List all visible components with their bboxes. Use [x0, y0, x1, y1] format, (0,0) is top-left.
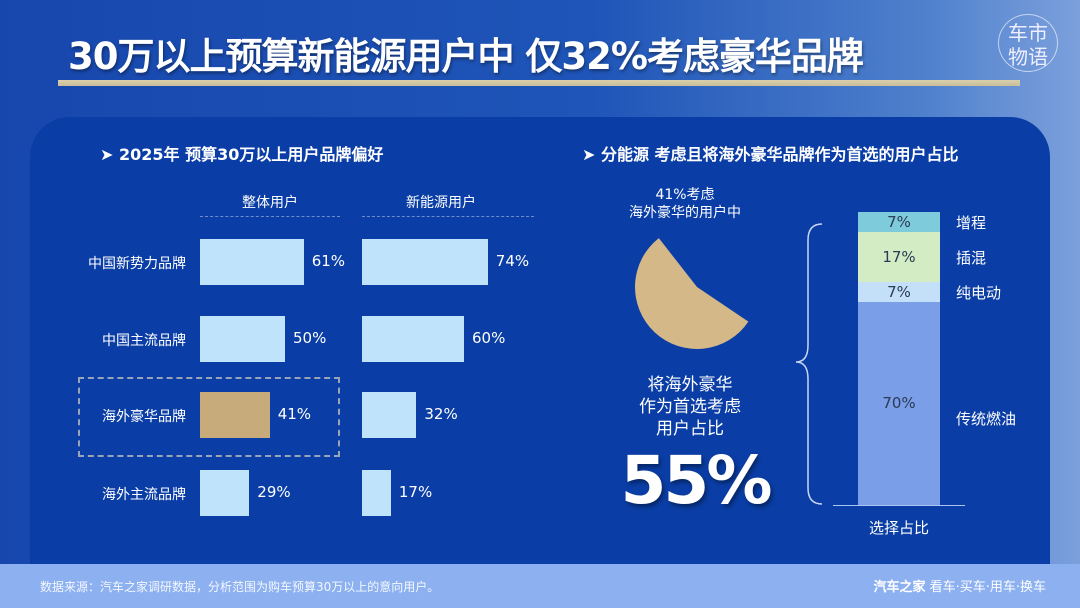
right-chart-title: ➤ 分能源 考虑且将海外豪华品牌作为首选的用户占比 [582, 145, 959, 164]
header-dashline [200, 216, 340, 217]
bar-value-label: 29% [257, 483, 291, 501]
pie-chart [635, 238, 749, 349]
category-label: 中国新势力品牌 [88, 256, 186, 272]
category-label: 海外豪华品牌 [102, 409, 186, 425]
bar-value-label: 60% [472, 329, 506, 347]
bar [362, 239, 488, 285]
bar-value-label: 61% [311, 252, 346, 270]
segment-legend-label: 传统燃油 [956, 410, 1017, 429]
page-title: 30万以上预算新能源用户中 仅32%考虑豪华品牌 [68, 35, 864, 78]
big-percentage: 55% [620, 442, 773, 519]
segment-erev: 7% [858, 212, 940, 233]
stack-axis [833, 505, 965, 506]
bar-value-label: 41% [277, 405, 312, 423]
segment-legend-label: 纯电动 [956, 283, 1002, 302]
data-source: 数据来源：汽车之家调研数据，分析范围为购车预算30万以上的意向用户。 [40, 580, 440, 594]
category-label: 海外主流品牌 [102, 487, 186, 503]
right-chart-title-text: 分能源 考虑且将海外豪华品牌作为首选的用户占比 [600, 145, 959, 164]
stack-category-label: 选择占比 [868, 519, 929, 537]
segment-phev: 17% [858, 232, 940, 282]
pie-caption-line: 海外豪华的用户中 [629, 205, 741, 221]
logo: 车市 物语 [998, 14, 1058, 72]
brace [795, 223, 823, 505]
segment-label: 7% [887, 213, 911, 232]
segment-label: 7% [887, 282, 911, 301]
title-divider [58, 80, 1020, 86]
pie-label-line: 作为首选考虑 [639, 397, 741, 417]
pie-caption: 41%考虑 海外豪华的用户中 [585, 186, 785, 222]
segment-legend-label: 插混 [956, 248, 987, 267]
footer-bar [0, 564, 1080, 608]
header-dashline [362, 216, 534, 217]
bar [200, 316, 285, 362]
pie-label-line: 用户占比 [656, 419, 724, 439]
category-label: 中国主流品牌 [102, 333, 186, 349]
brand: 汽车之家 看车·买车·用车·换车 [873, 576, 1046, 595]
bar [200, 239, 304, 285]
pie-label: 将海外豪华 作为首选考虑 用户占比 [590, 374, 790, 440]
column-header-overall: 整体用户 [242, 195, 298, 211]
segment-legend-label: 增程 [956, 214, 987, 233]
segment-bev: 7% [858, 281, 940, 302]
column-header-nev: 新能源用户 [406, 195, 476, 211]
pie-caption-line: 41%考虑 [655, 187, 715, 203]
bar [362, 470, 391, 516]
bar-value-label: 50% [293, 329, 327, 347]
bar [200, 470, 250, 516]
bar-value-label: 32% [424, 405, 458, 423]
bar-value-label: 74% [495, 252, 530, 270]
highlight-box [78, 377, 340, 457]
brand-name: 汽车之家 [873, 580, 926, 595]
bar [200, 392, 270, 438]
segment-label: 17% [882, 247, 916, 266]
bar [362, 316, 464, 362]
pie-label-line: 将海外豪华 [647, 375, 733, 395]
segment-ice: 70% [858, 301, 940, 505]
bar [362, 392, 417, 438]
left-chart-title: ➤ 2025年 预算30万以上用户品牌偏好 [100, 145, 384, 164]
segment-label: 70% [882, 394, 916, 413]
bar-value-label: 17% [398, 483, 433, 501]
left-chart-title-text: 2025年 预算30万以上用户品牌偏好 [118, 145, 384, 164]
pie-slice [635, 238, 749, 349]
brand-slogan: 看车·买车·用车·换车 [929, 580, 1046, 595]
